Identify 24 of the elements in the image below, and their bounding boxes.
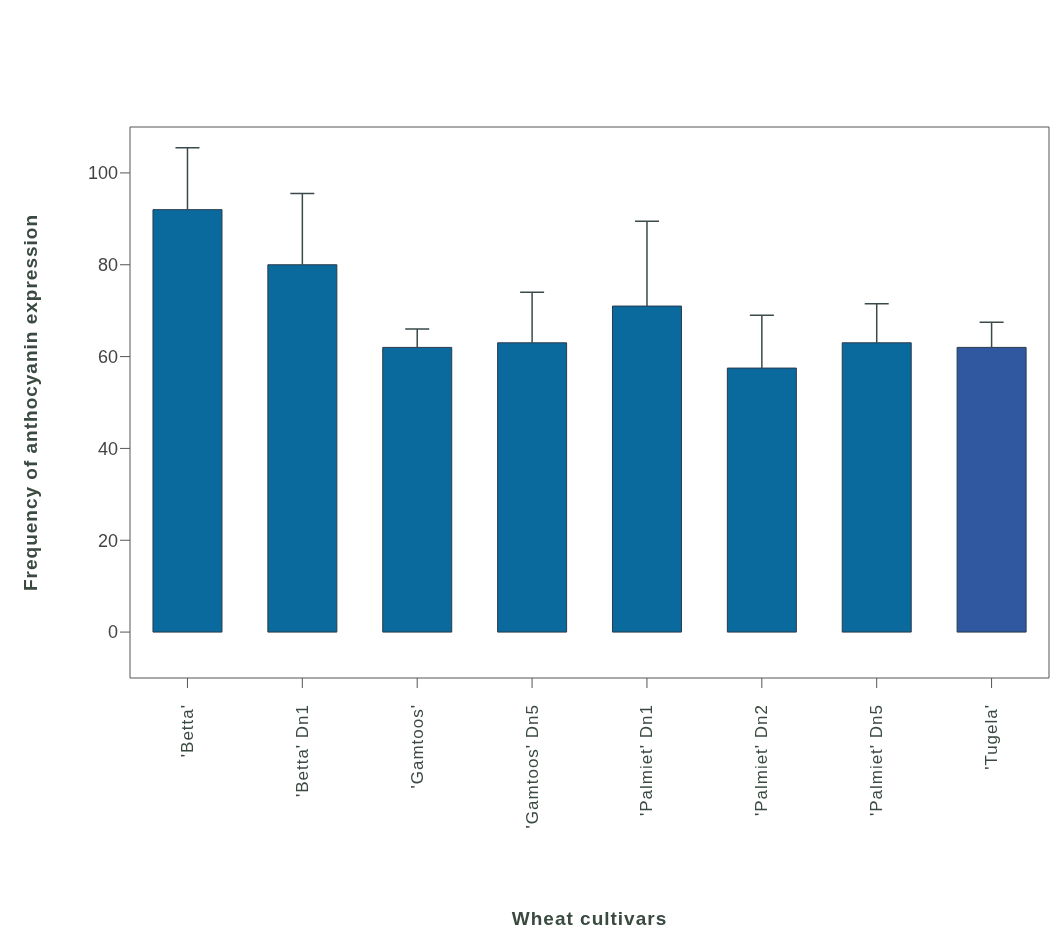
- x-tick-label: 'Betta': [177, 704, 197, 758]
- x-tick-label: 'Tugela': [982, 704, 1002, 770]
- bar: [267, 264, 338, 633]
- y-tick-label: 80: [97, 255, 118, 276]
- bar: [726, 367, 797, 633]
- y-tick-label: 0: [107, 622, 118, 643]
- x-tick-label: 'Palmiet' Dn2: [752, 704, 772, 817]
- y-tick-label: 20: [97, 530, 118, 551]
- x-tick-label: 'Palmiet' Dn5: [867, 704, 887, 817]
- y-axis-title: Frequency of anthocyanin expression: [19, 213, 41, 592]
- bar: [611, 305, 682, 633]
- x-tick-label: 'Palmiet' Dn1: [637, 704, 657, 817]
- bar: [956, 346, 1027, 633]
- bar: [497, 342, 568, 633]
- bar: [382, 346, 453, 633]
- x-axis-title: Wheat cultivars: [511, 908, 668, 929]
- y-tick-label: 60: [97, 346, 118, 367]
- y-tick-label: 40: [97, 438, 118, 459]
- y-tick-label: 100: [87, 163, 118, 184]
- x-tick-label: 'Betta' Dn1: [292, 704, 312, 798]
- x-tick-label: 'Gamtoos' Dn5: [522, 704, 542, 829]
- bar: [152, 209, 223, 633]
- x-tick-label: 'Gamtoos': [407, 704, 427, 789]
- bar: [841, 342, 912, 633]
